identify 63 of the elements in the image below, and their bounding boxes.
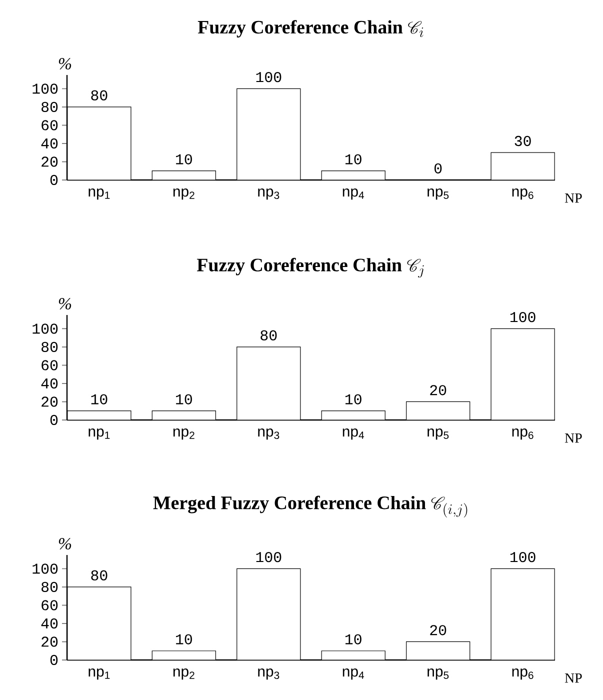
data-label: 10 bbox=[345, 154, 362, 164]
x-tick-label: np$_{6}$ bbox=[512, 428, 534, 440]
y-tick-label: 40 bbox=[41, 618, 58, 629]
data-label: 0 bbox=[434, 163, 442, 174]
data-label: 10 bbox=[345, 394, 362, 404]
data-label: 100 bbox=[510, 312, 536, 322]
data-label: 20 bbox=[430, 625, 446, 636]
x-tick-label: np$_{3}$ bbox=[258, 188, 280, 200]
y-tick-label: 60 bbox=[42, 120, 58, 130]
y-tick-label: 40 bbox=[41, 378, 58, 389]
y-tick-label: 20 bbox=[42, 636, 58, 647]
y-tick-label: 60 bbox=[42, 360, 58, 370]
x-tick-label: np$_{5}$ bbox=[428, 428, 449, 440]
y-tick-label: 80 bbox=[42, 342, 58, 352]
data-label: 100 bbox=[510, 552, 536, 562]
chart-title: $\textbf{Merged Fuzzy Coreference Chain}\ \mathscr{C}_{(i,j)}$ bbox=[153, 496, 468, 518]
x-axis-title: NP bbox=[564, 434, 582, 443]
x-axis-title: NP bbox=[564, 194, 582, 203]
x-axis-title: NP bbox=[564, 674, 582, 683]
chart-title: $\textbf{Fuzzy Coreference Chain}\ \mathscr{C}_j$ bbox=[196, 258, 424, 278]
data-label: 80 bbox=[91, 90, 108, 100]
x-tick-label: np$_{4}$ bbox=[342, 428, 364, 440]
x-tick-label: np$_{1}$ bbox=[88, 668, 110, 680]
x-tick-label: np$_{3}$ bbox=[258, 428, 280, 440]
data-label: 10 bbox=[176, 394, 192, 404]
y-tick-label: 100 bbox=[32, 84, 58, 94]
x-tick-label: np$_{5}$ bbox=[428, 188, 449, 200]
x-tick-label: np$_{2}$ bbox=[173, 428, 194, 440]
x-tick-label: np$_{1}$ bbox=[88, 428, 110, 440]
y-tick-label: 20 bbox=[42, 156, 58, 167]
data-label: 100 bbox=[256, 72, 282, 82]
x-tick-label: np$_{2}$ bbox=[173, 188, 194, 200]
x-tick-label: np$_{1}$ bbox=[88, 188, 110, 200]
x-tick-label: np$_{2}$ bbox=[173, 668, 194, 680]
x-tick-label: np$_{3}$ bbox=[258, 668, 280, 680]
data-label: 80 bbox=[91, 570, 108, 580]
x-tick-label: np$_{6}$ bbox=[512, 188, 534, 200]
y-tick-label: 60 bbox=[42, 600, 58, 610]
y-tick-label: 20 bbox=[42, 396, 58, 407]
data-label: 20 bbox=[430, 385, 446, 396]
data-label: 10 bbox=[176, 154, 192, 164]
x-tick-label: np$_{4}$ bbox=[342, 668, 364, 680]
y-tick-label: 0 bbox=[50, 654, 58, 666]
y-axis-title: % bbox=[58, 58, 72, 70]
y-tick-label: 80 bbox=[42, 102, 58, 112]
y-axis-title: % bbox=[58, 298, 72, 310]
y-tick-label: 0 bbox=[50, 414, 58, 426]
chart-title: $\textbf{Fuzzy Coreference Chain}\ \mathscr{C}_i$ bbox=[198, 20, 424, 38]
y-tick-label: 0 bbox=[50, 174, 58, 186]
x-tick-label: np$_{4}$ bbox=[342, 188, 364, 200]
y-tick-label: 80 bbox=[42, 582, 58, 592]
data-label: 10 bbox=[91, 394, 108, 404]
x-tick-label: np$_{5}$ bbox=[428, 668, 449, 680]
data-label: 80 bbox=[260, 330, 277, 340]
y-axis-title: % bbox=[58, 538, 72, 550]
data-label: 10 bbox=[345, 634, 362, 644]
x-tick-label: np$_{6}$ bbox=[512, 668, 534, 680]
data-label: 10 bbox=[176, 634, 192, 644]
y-tick-label: 100 bbox=[32, 324, 58, 334]
data-label: 100 bbox=[256, 552, 282, 562]
y-tick-label: 40 bbox=[41, 138, 58, 149]
data-label: 30 bbox=[514, 136, 531, 146]
y-tick-label: 100 bbox=[32, 564, 58, 574]
